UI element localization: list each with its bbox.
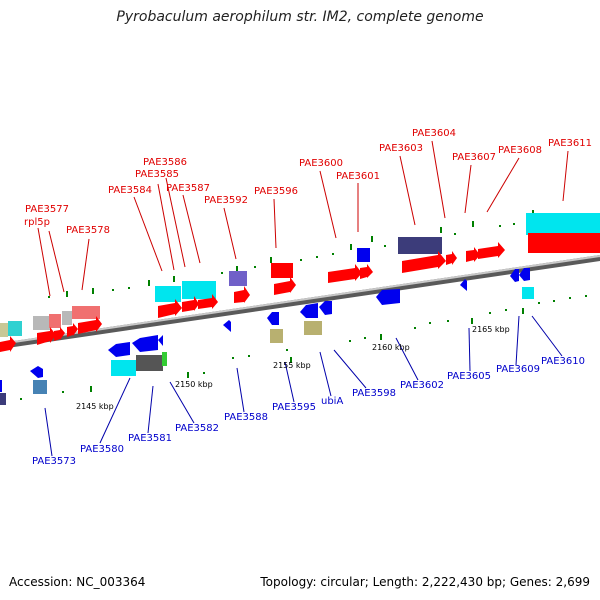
gene-feature[interactable] (522, 287, 534, 299)
genome-summary: Topology: circular; Length: 2,222,430 bp… (260, 575, 590, 589)
gene-label[interactable]: PAE3598 (352, 388, 396, 399)
lower-track-dots (20, 295, 587, 400)
gene-arrow[interactable] (360, 264, 373, 279)
genome-backbone (0, 255, 600, 349)
gene-feature[interactable] (0, 393, 6, 405)
gene-arrow[interactable] (198, 294, 218, 309)
gene-label[interactable]: PAE3604 (412, 128, 456, 139)
gene-arrow[interactable] (67, 323, 78, 337)
gene-feature[interactable] (270, 329, 283, 343)
gene-label[interactable]: PAE3586 (143, 157, 187, 168)
gene-feature[interactable] (8, 321, 22, 336)
gene-label[interactable]: PAE3581 (128, 433, 172, 444)
gene-arrow[interactable] (54, 327, 65, 341)
gene-arrow[interactable] (510, 269, 519, 282)
gene-feature[interactable] (111, 360, 136, 376)
gene-arrow[interactable] (30, 366, 43, 378)
gene-label[interactable]: PAE3584 (108, 185, 152, 196)
gene-label[interactable]: PAE3587 (166, 183, 210, 194)
gene-label[interactable]: PAE3582 (175, 423, 219, 434)
gene-label[interactable]: PAE3603 (379, 143, 423, 154)
gene-arrow[interactable] (0, 380, 2, 392)
lower-leader-lines (44, 315, 563, 457)
gene-arrow[interactable] (234, 286, 250, 303)
gene-label[interactable]: PAE3573 (32, 456, 76, 467)
gene-arrow[interactable] (274, 277, 296, 295)
gene-label[interactable]: PAE3607 (452, 152, 496, 163)
gene-arrow[interactable] (78, 316, 102, 334)
scale-label: 2160 kbp (372, 343, 410, 352)
gene-arrow[interactable] (519, 268, 530, 281)
scale-label: 2150 kbp (175, 380, 213, 389)
gene-feature[interactable] (62, 311, 72, 325)
gene-feature[interactable] (304, 321, 322, 335)
gene-feature[interactable] (33, 380, 47, 394)
gene-label[interactable]: PAE3610 (541, 356, 585, 367)
gene-arrow[interactable] (319, 301, 332, 315)
gene-feature[interactable] (49, 314, 61, 328)
gene-label[interactable]: ubiA (321, 396, 344, 407)
lower-gene-features (0, 268, 534, 405)
gene-label[interactable]: PAE3580 (80, 444, 124, 455)
gene-label[interactable]: PAE3585 (135, 169, 179, 180)
upper-track-dots (48, 210, 557, 298)
gene-feature[interactable] (182, 281, 216, 299)
upper-leader-lines (37, 140, 569, 297)
gene-label[interactable]: PAE3595 (272, 402, 316, 413)
gene-label[interactable]: PAE3611 (548, 138, 592, 149)
gene-feature[interactable] (528, 233, 600, 253)
gene-arrow[interactable] (158, 335, 163, 346)
page-title: Pyrobaculum aerophilum str. IM2, complet… (116, 9, 484, 25)
gene-arrow[interactable] (446, 251, 457, 265)
gene-arrow[interactable] (460, 279, 467, 291)
gene-arrow[interactable] (223, 320, 231, 332)
gene-label[interactable]: PAE3605 (447, 371, 491, 382)
gene-label[interactable]: PAE3588 (224, 412, 268, 423)
gene-arrow[interactable] (466, 247, 480, 262)
gene-arrow[interactable] (182, 296, 199, 312)
gene-feature[interactable] (398, 237, 442, 254)
gene-label[interactable]: PAE3609 (496, 364, 540, 375)
gene-feature[interactable] (229, 271, 247, 286)
gene-label[interactable]: PAE3601 (336, 171, 380, 182)
gene-feature[interactable] (357, 248, 370, 262)
gene-arrow[interactable] (267, 312, 279, 325)
gene-feature[interactable] (33, 316, 50, 330)
gene-feature[interactable] (0, 323, 8, 337)
scale-label: 2165 kbp (472, 325, 510, 334)
gene-arrow[interactable] (37, 327, 56, 345)
gene-arrow[interactable] (328, 264, 362, 283)
gene-label[interactable]: PAE3600 (299, 158, 343, 169)
upper-gene-features (0, 213, 600, 352)
gene-label[interactable]: PAE3596 (254, 186, 298, 197)
gene-arrow[interactable] (300, 303, 318, 318)
gene-feature[interactable] (72, 306, 100, 319)
gene-feature[interactable] (271, 263, 293, 278)
scale-label: 2155 kbp (273, 361, 311, 370)
gene-feature[interactable] (155, 286, 181, 302)
gene-arrow[interactable] (0, 336, 16, 352)
gene-arrow[interactable] (376, 289, 400, 305)
gene-feature[interactable] (136, 355, 163, 371)
gene-label[interactable]: PAE3592 (204, 195, 248, 206)
gene-label[interactable]: rpl5p (24, 217, 50, 228)
gene-arrow[interactable] (132, 335, 158, 352)
gene-arrow[interactable] (402, 251, 446, 273)
gene-label[interactable]: PAE3577 (25, 204, 69, 215)
gene-arrow[interactable] (158, 299, 182, 318)
scale-label: 2145 kbp (76, 402, 114, 411)
gene-arrow[interactable] (108, 342, 130, 357)
gene-label[interactable]: PAE3602 (400, 380, 444, 391)
gene-label[interactable]: PAE3608 (498, 145, 542, 156)
accession-label: Accession: NC_003364 (9, 575, 146, 589)
gene-feature[interactable] (162, 352, 167, 366)
gene-arrow[interactable] (478, 242, 505, 259)
gene-feature[interactable] (526, 213, 600, 235)
gene-label[interactable]: PAE3578 (66, 225, 110, 236)
